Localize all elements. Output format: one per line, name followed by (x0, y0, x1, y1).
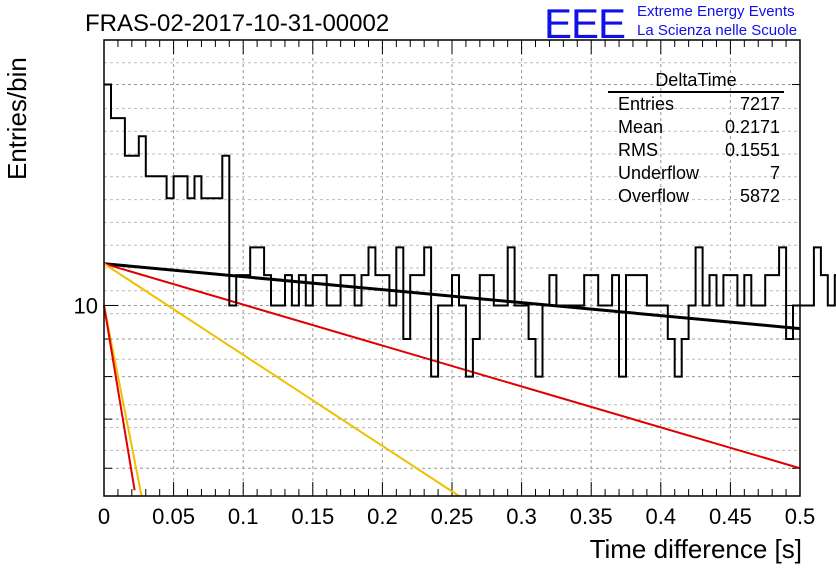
logo-line-2: La Scienza nelle Scuole (637, 22, 798, 39)
x-tick-label: 0.2 (367, 504, 398, 529)
eee-logo-mark: EEE (544, 0, 626, 47)
stats-row: Underflow 7 (612, 162, 780, 185)
x-tick-label: 0.3 (506, 504, 537, 529)
stats-label: RMS (618, 140, 658, 160)
stats-row: Mean 0.2171 (612, 116, 780, 139)
x-tick-label: 0.35 (570, 504, 613, 529)
stats-value: 5872 (739, 186, 780, 206)
fit-curve (103, 262, 460, 497)
stats-rows: Entries 7217 Mean 0.2171 RMS 0.1551 Underflow 7… (612, 93, 780, 208)
histogram (104, 83, 836, 378)
y-axis-label: Entries/bin (2, 57, 32, 180)
stats-label: Entries (618, 94, 675, 114)
stats-value: 0.2171 (724, 117, 780, 137)
stats-value: 7217 (739, 94, 780, 114)
y-tick-label: 10 (74, 293, 98, 318)
y-tick-labels: 10 (74, 293, 98, 318)
x-tick-label: 0 (98, 504, 110, 529)
stats-divider (608, 91, 784, 93)
x-tick-label: 0.4 (646, 504, 677, 529)
stats-title: DeltaTime (655, 70, 737, 90)
x-tick-label: 0.15 (291, 504, 334, 529)
x-tick-label: 0.25 (431, 504, 474, 529)
stats-row: RMS 0.1551 (612, 139, 780, 162)
x-tick-label: 0.1 (228, 504, 259, 529)
plot-frame (103, 39, 801, 497)
stats-box: DeltaTime Entries 7217 Mean 0.2171 RMS 0.1551… (608, 70, 784, 208)
stats-row: Entries 7217 (612, 93, 780, 116)
x-tick-labels: 0 0.05 0.1 0.15 0.2 0.25 0.3 0.35 0.4 0.45 0.5 (98, 504, 815, 529)
stats-label: Mean (618, 117, 664, 137)
stats-value: 0.1551 (724, 140, 780, 160)
x-tick-label: 0.05 (152, 504, 195, 529)
fit-curve (103, 305, 136, 491)
x-tick-label: 0.45 (709, 504, 752, 529)
stats-label: Overflow (618, 186, 690, 206)
logo-line-1: Extreme Energy Events (637, 3, 795, 20)
stats-label: Underflow (618, 163, 700, 183)
fit-curve (103, 262, 801, 470)
chart-title: FRAS-02-2017-10-31-00002 (85, 10, 390, 37)
x-axis-label: Time difference [s] (589, 534, 802, 564)
stats-value: 7 (769, 163, 780, 183)
stats-row: Overflow 5872 (612, 185, 780, 208)
eee-logo-text: Extreme Energy Events La Scienza nelle S… (637, 2, 797, 40)
x-tick-label: 0.5 (785, 504, 816, 529)
